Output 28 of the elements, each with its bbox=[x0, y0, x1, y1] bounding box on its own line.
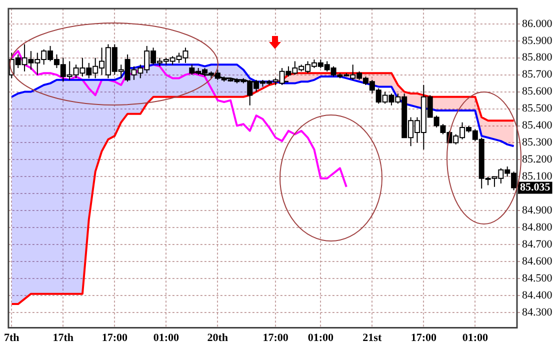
y-tick-label: 85.900 bbox=[522, 34, 553, 47]
y-tick-label: 86.000 bbox=[522, 18, 553, 30]
y-tick-label: 84.400 bbox=[522, 289, 553, 302]
annotation: 85.035 bbox=[520, 182, 551, 194]
y-tick-label: 85.100 bbox=[522, 170, 553, 183]
y-tick-label: 85.800 bbox=[522, 52, 553, 64]
x-tick-label: 01:00 bbox=[308, 332, 334, 344]
y-tick-label: 84.800 bbox=[522, 222, 553, 234]
y-tick-label: 85.500 bbox=[522, 102, 553, 115]
y-tick-label: 85.400 bbox=[522, 120, 553, 132]
y-tick-label: 84.600 bbox=[522, 255, 553, 268]
y-tick-label: 84.700 bbox=[522, 238, 553, 250]
x-tick-label: 21st bbox=[362, 332, 382, 344]
y-tick-label: 84.500 bbox=[522, 272, 553, 284]
x-tick-label: 7th bbox=[4, 332, 20, 344]
x-tick-label: 17:00 bbox=[410, 332, 437, 344]
y-tick-label: 84.900 bbox=[522, 204, 553, 217]
x-tick-label: 01:00 bbox=[153, 332, 180, 344]
y-tick-label: 85.700 bbox=[522, 68, 553, 81]
x-tick-label: 17:00 bbox=[262, 332, 289, 344]
x-tick-label: 01:00 bbox=[462, 332, 488, 344]
y-tick-label: 85.600 bbox=[522, 86, 553, 98]
y-tick-label: 84.300 bbox=[522, 306, 553, 318]
x-tick-label: 20th bbox=[207, 332, 228, 344]
y-tick-label: 85.300 bbox=[522, 136, 553, 149]
y-tick-label: 85.200 bbox=[522, 154, 553, 166]
x-tick-label: 17:00 bbox=[102, 332, 128, 344]
x-tick-label: 17th bbox=[52, 332, 74, 344]
